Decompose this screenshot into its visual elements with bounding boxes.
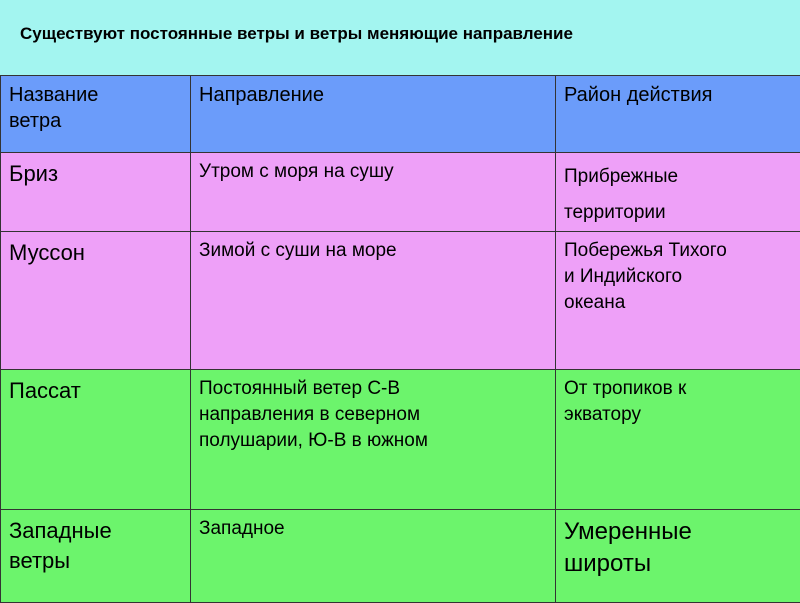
slide-title: Существуют постоянные ветры и ветры меня…: [20, 24, 573, 44]
cell-text: Умеренные: [564, 516, 792, 548]
cell-text: Постоянный ветер С-В: [199, 376, 547, 402]
cell-text: Западные: [9, 516, 182, 546]
cell-text: экватору: [564, 402, 792, 428]
table-cell: Западное: [191, 510, 556, 603]
table-cell: Пассат: [1, 370, 191, 510]
table-cell: Направление: [191, 76, 556, 153]
cell-text: ветры: [9, 546, 182, 576]
cell-text: направления в северном: [199, 402, 547, 428]
cell-text: широты: [564, 548, 792, 580]
cell-text: Направление: [199, 82, 547, 108]
cell-text: территории: [564, 195, 792, 231]
cell-text: и Индийского: [564, 264, 792, 290]
cell-text: Район действия: [564, 82, 792, 108]
cell-text: Западное: [199, 516, 547, 542]
cell-text: Прибрежные: [564, 159, 792, 195]
cell-text: От тропиков к: [564, 376, 792, 402]
table-cell: Утром с моря на сушу: [191, 153, 556, 232]
table-cell: Район действия: [556, 76, 800, 153]
cell-text: полушарии, Ю-В в южном: [199, 428, 547, 454]
cell-text: Название: [9, 82, 182, 108]
table-cell: Бриз: [1, 153, 191, 232]
table-cell: Муссон: [1, 232, 191, 370]
cell-text: Пассат: [9, 376, 182, 406]
cell-text: Муссон: [9, 238, 182, 268]
table-cell: Зимой с суши на море: [191, 232, 556, 370]
cell-text: океана: [564, 290, 792, 316]
cell-text: ветра: [9, 108, 182, 134]
cell-text: Утром с моря на сушу: [199, 159, 547, 185]
cell-text: Побережья Тихого: [564, 238, 792, 264]
table-row: Муссон Зимой с суши на море Побережья Тихо…: [1, 232, 800, 370]
cell-text: Зимой с суши на море: [199, 238, 547, 264]
cell-text: Бриз: [9, 159, 182, 189]
